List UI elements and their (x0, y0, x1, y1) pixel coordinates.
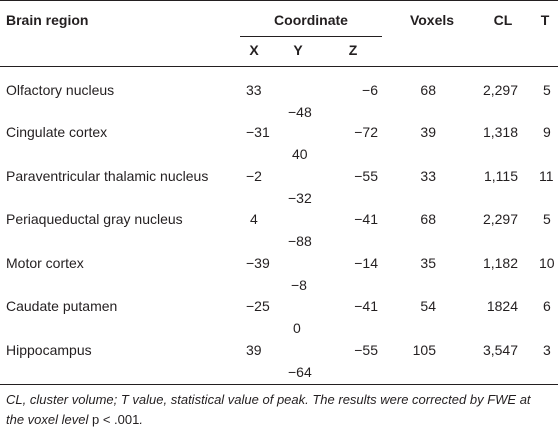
row-y: −32 (288, 190, 312, 206)
row-x: 39 (246, 342, 262, 358)
footnote-pvalue: p < .001 (92, 412, 140, 427)
footnote-end: . (139, 412, 143, 427)
header-cl: CL (493, 12, 513, 28)
row-y: 40 (292, 146, 308, 162)
row-voxels: 39 (420, 124, 436, 140)
header-x: X (249, 42, 259, 58)
row-region: Olfactory nucleus (6, 82, 115, 98)
row-x: −25 (246, 298, 270, 314)
row-z: −41 (354, 298, 378, 314)
coordinate-underline (240, 36, 382, 37)
row-voxels: 35 (420, 255, 436, 271)
row-z: −6 (362, 82, 378, 98)
row-t: 11 (539, 168, 554, 184)
row-cl: 1,115 (484, 168, 518, 184)
row-y: −8 (291, 277, 307, 293)
footnote-text: CL, cluster volume; T value, statistical… (6, 392, 531, 427)
row-x: −31 (246, 124, 270, 140)
row-x: 33 (246, 82, 262, 98)
row-x: 4 (250, 211, 258, 227)
header-z: Z (348, 42, 358, 58)
row-region: Periaqueductal gray nucleus (6, 211, 183, 227)
row-voxels: 33 (420, 168, 436, 184)
row-cl: 3,547 (482, 342, 518, 358)
row-region: Cingulate cortex (6, 124, 108, 140)
row-region: Hippocampus (6, 342, 92, 358)
row-z: −55 (354, 168, 378, 184)
table-footnote: CL, cluster volume; T value, statistical… (6, 390, 551, 430)
header-y: Y (293, 42, 303, 58)
row-region: Motor cortex (6, 255, 84, 271)
row-cl: 2,297 (482, 211, 518, 227)
header-brain-region: Brain region (6, 12, 89, 28)
row-t: 6 (543, 298, 551, 314)
row-y: −88 (288, 233, 312, 249)
row-voxels: 68 (420, 82, 436, 98)
row-y: −64 (288, 364, 312, 380)
row-t: 5 (543, 82, 551, 98)
row-z: −14 (354, 255, 378, 271)
table-bottom-rule (0, 384, 558, 385)
row-z: −72 (354, 124, 378, 140)
row-region: Caudate putamen (6, 298, 118, 314)
row-t: 10 (539, 255, 555, 271)
row-voxels: 105 (412, 342, 436, 358)
row-region: Paraventricular thalamic nucleus (6, 168, 209, 184)
row-t: 9 (543, 124, 551, 140)
row-cl: 1,182 (482, 255, 518, 271)
row-x: −39 (246, 255, 270, 271)
row-cl: 1824 (486, 298, 518, 314)
row-cl: 2,297 (482, 82, 518, 98)
row-voxels: 68 (420, 211, 436, 227)
header-bottom-rule (0, 66, 558, 67)
header-t: T (540, 12, 550, 28)
row-y: 0 (293, 320, 301, 336)
row-t: 5 (543, 211, 551, 227)
row-t: 3 (543, 342, 551, 358)
row-cl: 1,318 (482, 124, 518, 140)
header-coordinate: Coordinate (274, 12, 348, 28)
row-z: −41 (354, 211, 378, 227)
row-x: −2 (246, 168, 262, 184)
table-top-rule (0, 0, 558, 1)
row-y: −48 (288, 104, 312, 120)
row-z: −55 (354, 342, 378, 358)
row-voxels: 54 (420, 298, 436, 314)
header-voxels: Voxels (409, 12, 455, 28)
